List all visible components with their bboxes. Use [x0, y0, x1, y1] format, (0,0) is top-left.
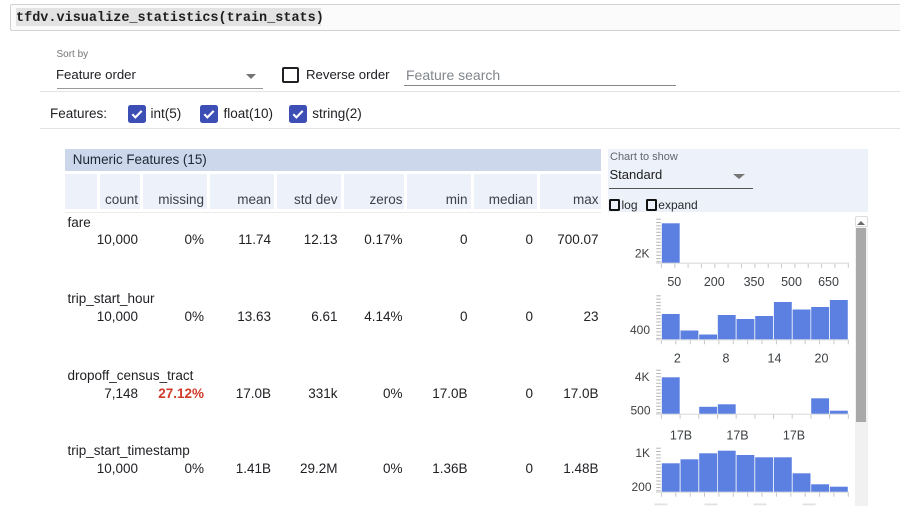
svg-text:17B: 17B — [726, 429, 748, 443]
svg-text:2: 2 — [674, 352, 681, 366]
svg-text:350: 350 — [744, 275, 765, 289]
svg-text:17B: 17B — [783, 429, 805, 443]
svg-text:400: 400 — [630, 323, 650, 337]
svg-text:17B: 17B — [670, 429, 692, 443]
svg-text:50: 50 — [667, 275, 681, 289]
svg-text:1K: 1K — [635, 446, 650, 460]
svg-text:650: 650 — [818, 275, 839, 289]
svg-text:8: 8 — [723, 352, 730, 366]
svg-text:200: 200 — [631, 480, 651, 494]
svg-text:2K: 2K — [635, 247, 650, 261]
svg-text:500: 500 — [630, 403, 650, 417]
svg-text:500: 500 — [781, 275, 802, 289]
svg-text:14: 14 — [768, 352, 782, 366]
svg-text:200: 200 — [704, 275, 725, 289]
svg-text:4K: 4K — [635, 370, 650, 384]
svg-text:20: 20 — [815, 352, 829, 366]
